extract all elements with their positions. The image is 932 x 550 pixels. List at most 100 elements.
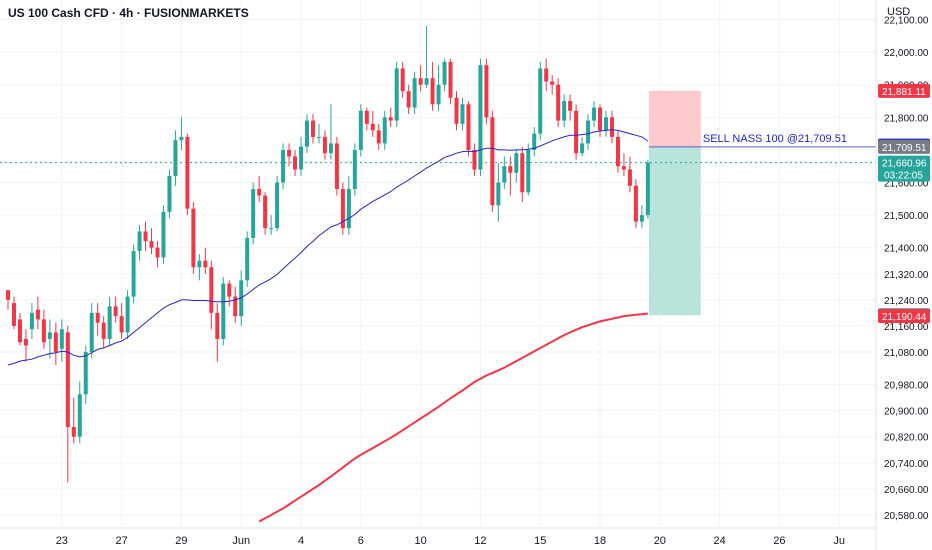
candle-body[interactable] (574, 110, 579, 154)
candle-body[interactable] (400, 68, 405, 92)
candle-body[interactable] (35, 309, 40, 320)
candle-body[interactable] (340, 189, 345, 229)
candle-body[interactable] (346, 189, 351, 229)
candle-body[interactable] (532, 133, 537, 150)
candle-body[interactable] (41, 319, 46, 343)
candle-body[interactable] (562, 101, 567, 121)
candle-body[interactable] (113, 306, 118, 317)
candle-body[interactable] (310, 120, 315, 137)
candle-body[interactable] (609, 117, 614, 137)
candle-body[interactable] (65, 332, 70, 427)
candle-body[interactable] (167, 176, 172, 212)
candle-body[interactable] (472, 149, 477, 170)
candle-body[interactable] (209, 267, 214, 313)
candle-body[interactable] (334, 143, 339, 190)
candle-body[interactable] (633, 185, 638, 222)
candle-body[interactable] (520, 153, 525, 193)
candle-body[interactable] (490, 117, 495, 206)
candle-body[interactable] (29, 312, 34, 330)
candle-body[interactable] (466, 104, 471, 150)
candle-body[interactable] (502, 166, 507, 183)
candle-body[interactable] (191, 208, 196, 268)
candle-body[interactable] (370, 123, 375, 131)
candle-body[interactable] (364, 110, 369, 124)
candle-body[interactable] (227, 283, 232, 297)
candle-body[interactable] (185, 136, 190, 209)
candle-body[interactable] (484, 65, 489, 118)
candle-body[interactable] (47, 332, 52, 339)
candle-body[interactable] (586, 120, 591, 144)
candle-body[interactable] (77, 394, 82, 437)
take-profit-zone[interactable] (648, 146, 701, 316)
candle-body[interactable] (436, 84, 441, 105)
candle-body[interactable] (568, 101, 573, 111)
candle-body[interactable] (299, 146, 304, 170)
candle-body[interactable] (101, 322, 106, 339)
candle-body[interactable] (430, 78, 435, 105)
candle-body[interactable] (442, 61, 447, 85)
candle-body[interactable] (639, 215, 644, 222)
candle-body[interactable] (418, 78, 423, 85)
candle-body[interactable] (376, 130, 381, 144)
candle-body[interactable] (604, 117, 608, 131)
candle-body[interactable] (538, 68, 543, 134)
candle-body[interactable] (514, 153, 519, 173)
candle-body[interactable] (287, 149, 292, 157)
candle-body[interactable] (621, 166, 626, 170)
candle-body[interactable] (149, 241, 154, 248)
candle-body[interactable] (95, 312, 100, 323)
candle-body[interactable] (53, 332, 58, 352)
candle-body[interactable] (293, 156, 298, 170)
candle-body[interactable] (281, 149, 286, 183)
candle-body[interactable] (143, 231, 148, 242)
candle-body[interactable] (322, 136, 327, 154)
candle-body[interactable] (131, 250, 136, 297)
candle-body[interactable] (526, 149, 531, 193)
candle-body[interactable] (6, 290, 10, 300)
candle-body[interactable] (17, 319, 22, 343)
candle-body[interactable] (107, 306, 112, 339)
candle-body[interactable] (23, 338, 28, 346)
candle-body[interactable] (424, 78, 429, 85)
candle-body[interactable] (316, 136, 321, 138)
candle-body[interactable] (89, 312, 94, 352)
candle-body[interactable] (245, 237, 250, 281)
candle-body[interactable] (478, 65, 483, 170)
candle-body[interactable] (155, 247, 160, 258)
candle-body[interactable] (161, 211, 166, 258)
candle-body[interactable] (71, 426, 76, 437)
candle-body[interactable] (406, 91, 411, 108)
candle-body[interactable] (83, 352, 88, 395)
candle-body[interactable] (352, 149, 357, 190)
candle-body[interactable] (382, 117, 387, 144)
candle-body[interactable] (221, 283, 226, 339)
candle-body[interactable] (496, 182, 501, 206)
candle-body[interactable] (137, 231, 142, 251)
candle-body[interactable] (179, 136, 184, 141)
candle-body[interactable] (257, 189, 262, 196)
candle-body[interactable] (203, 260, 208, 268)
candle-body[interactable] (454, 97, 459, 124)
candle-body[interactable] (556, 84, 561, 121)
candle-body[interactable] (460, 104, 465, 124)
candle-body[interactable] (215, 312, 220, 339)
candle-body[interactable] (627, 169, 632, 186)
candle-body[interactable] (328, 143, 333, 154)
candle-body[interactable] (305, 120, 309, 147)
candle-body[interactable] (173, 140, 178, 176)
candle-body[interactable] (233, 296, 238, 317)
candle-body[interactable] (119, 316, 124, 333)
candle-body[interactable] (448, 61, 453, 98)
candle-body[interactable] (645, 162, 650, 216)
candle-body[interactable] (388, 117, 393, 121)
candle-body[interactable] (615, 136, 620, 167)
candle-body[interactable] (508, 166, 513, 173)
candle-body[interactable] (394, 68, 399, 121)
candle-body[interactable] (580, 143, 585, 154)
candle-body[interactable] (251, 189, 256, 238)
candle-body[interactable] (263, 195, 268, 229)
candle-body[interactable] (275, 182, 280, 229)
currency-selector[interactable]: USD (887, 6, 911, 18)
